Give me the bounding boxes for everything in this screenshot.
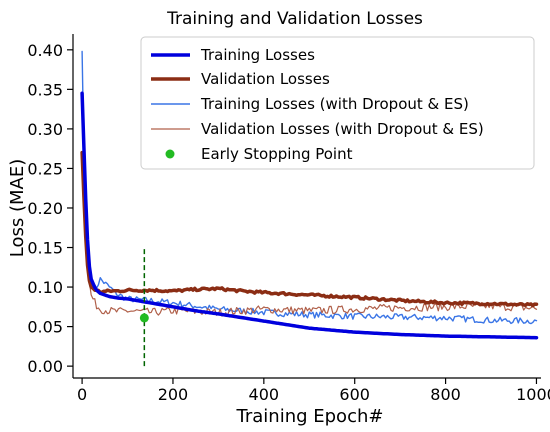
early-stopping-point xyxy=(139,313,149,323)
legend-label-0: Training Losses xyxy=(200,46,315,64)
legend-box xyxy=(140,36,535,170)
plot-area xyxy=(80,50,539,367)
legend-label-2: Training Losses (with Dropout & ES) xyxy=(200,95,469,113)
y-tick-label: 0.10 xyxy=(27,278,63,297)
x-tick-label: 0 xyxy=(77,385,87,404)
y-tick-label: 0.15 xyxy=(27,239,63,258)
legend-marker-early-stopping xyxy=(165,149,175,159)
y-tick-label: 0.20 xyxy=(27,199,63,218)
y-tick-label: 0.40 xyxy=(27,41,63,60)
y-tick-label: 0.25 xyxy=(27,159,63,178)
y-tick-label: 0.30 xyxy=(27,120,63,139)
series-line-1 xyxy=(80,150,539,308)
legend-label-early-stopping: Early Stopping Point xyxy=(201,145,353,163)
y-axis-label: Loss (MAE) xyxy=(7,159,28,257)
y-tick-label: 0.05 xyxy=(27,318,63,337)
x-tick-label: 800 xyxy=(430,385,461,404)
x-tick-label: 200 xyxy=(158,385,189,404)
y-tick-label: 0.00 xyxy=(27,357,63,376)
series-line-0 xyxy=(80,91,539,340)
x-tick-label: 600 xyxy=(339,385,370,404)
legend: Training Losses Validation Losses Training… xyxy=(140,36,535,170)
series-line-3 xyxy=(81,152,538,317)
y-tick-label: 0.35 xyxy=(27,80,63,99)
legend-label-3: Validation Losses (with Dropout & ES) xyxy=(201,120,484,138)
legend-label-1: Validation Losses xyxy=(201,70,330,88)
x-axis-label: Training Epoch# xyxy=(236,406,384,427)
chart-title: Training and Validation Losses xyxy=(166,9,423,29)
x-tick-label: 400 xyxy=(249,385,280,404)
series-line-2 xyxy=(81,50,538,325)
